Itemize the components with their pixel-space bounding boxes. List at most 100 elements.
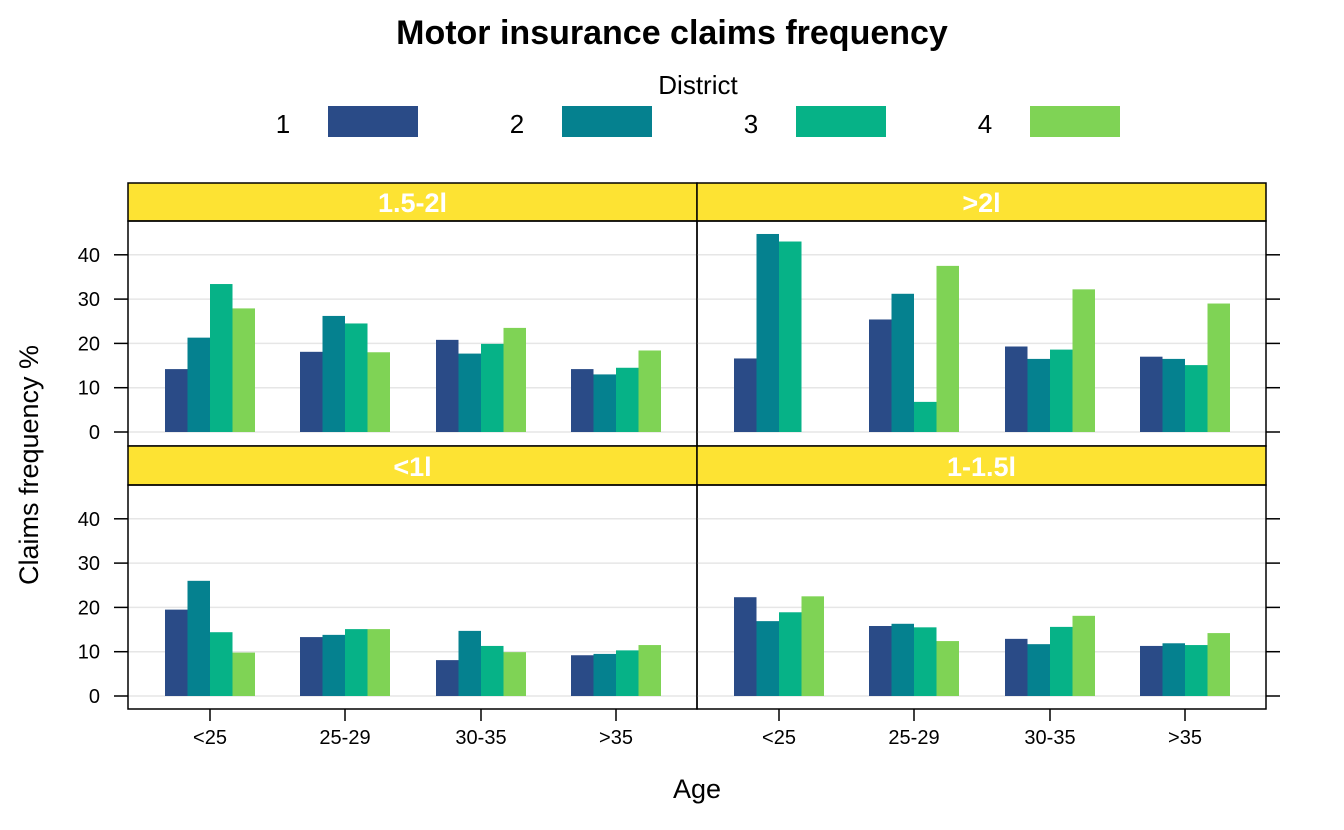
bar-1.5_2l->35-d1 (571, 369, 594, 432)
bar-1.5_2l-<25-d4 (232, 308, 255, 432)
bar-1.5_2l-<25-d1 (165, 369, 188, 432)
bar-1_1.5l-30-35-d3 (1050, 626, 1073, 696)
bar-1.5_2l-25-29-d1 (300, 351, 323, 432)
bar-1_1.5l-30-35-d2 (1027, 644, 1050, 696)
chart-title: Motor insurance claims frequency (396, 14, 948, 52)
bar-_2l-30-35-d2 (1027, 358, 1050, 432)
legend-swatch-1 (328, 106, 418, 137)
bar-1.5_2l->35-d4 (638, 350, 661, 432)
panel-_1l: <1l 0 10 20 30 40 <25 25-29 30-35 >35 (78, 445, 698, 749)
bar-1_1.5l-25-29-d4 (936, 641, 959, 696)
legend: 1 2 3 4 (276, 106, 1120, 139)
strip-label-1.5_2l: 1.5-2l (378, 188, 447, 218)
legend-label-1: 1 (276, 109, 290, 139)
y-tick-label-10: 10 (78, 378, 100, 400)
y-tick-label-0: 0 (89, 686, 100, 708)
strip-label-1_1.5l: 1-1.5l (947, 452, 1016, 482)
bar-1.5_2l-30-35-d3 (481, 343, 504, 432)
bar-_1l-30-35-d1 (436, 660, 459, 696)
panel-1.5_2l: 1.5-2l 0 10 20 30 40 (78, 182, 698, 447)
bar-1_1.5l->35-d4 (1207, 633, 1230, 696)
bar-_1l-25-29-d4 (367, 629, 390, 696)
bar-1.5_2l->35-d3 (616, 367, 639, 432)
bar-1.5_2l-25-29-d3 (345, 323, 368, 432)
bar-_2l-25-29-d1 (869, 319, 892, 432)
bar-_2l-30-35-d3 (1050, 349, 1073, 432)
bar-_2l-<25-d1 (734, 358, 757, 432)
y-axis-label: Claims frequency % (14, 345, 44, 585)
bar-1_1.5l-<25-d1 (734, 597, 757, 696)
bar-1.5_2l-30-35-d1 (436, 339, 459, 432)
y-tick-label-30: 30 (78, 553, 100, 575)
y-tick-label-30: 30 (78, 289, 100, 311)
bar-1_1.5l-30-35-d4 (1072, 615, 1095, 696)
bar-_1l->35-d4 (638, 645, 661, 696)
bar-1_1.5l-<25-d4 (801, 596, 824, 696)
bar-_1l-25-29-d1 (300, 637, 323, 696)
y-tick-label-20: 20 (78, 597, 100, 619)
bar-1.5_2l-<25-d3 (210, 284, 233, 432)
strip-1.5_2l (127, 182, 698, 222)
bar-1.5_2l-30-35-d4 (503, 327, 526, 432)
bar-1_1.5l-<25-d2 (756, 621, 779, 696)
y-tick-label-40: 40 (78, 245, 100, 267)
bar-_1l-30-35-d2 (458, 630, 481, 696)
x-tick-label-25-29: 25-29 (319, 727, 370, 749)
bar-_2l->35-d2 (1162, 358, 1185, 432)
y-tick-label-40: 40 (78, 509, 100, 531)
bar-_1l-30-35-d4 (503, 652, 526, 696)
legend-swatch-3 (796, 106, 886, 137)
legend-swatch-4 (1030, 106, 1120, 137)
bar-_1l-<25-d4 (232, 652, 255, 696)
bar-1_1.5l-25-29-d1 (869, 626, 892, 696)
bar-_2l-25-29-d4 (936, 265, 959, 432)
bar-_1l-<25-d2 (187, 580, 210, 696)
bar-_2l->35-d4 (1207, 303, 1230, 432)
legend-title: District (658, 70, 738, 100)
bar-1.5_2l-<25-d2 (187, 337, 210, 432)
x-tick-label->35: >35 (1168, 727, 1202, 749)
x-tick-label-<25: <25 (762, 727, 796, 749)
x-tick-label-30-35: 30-35 (455, 727, 506, 749)
bar-_2l-<25-d2 (756, 233, 779, 432)
bar-1_1.5l->35-d1 (1140, 645, 1163, 696)
x-tick-label-<25: <25 (193, 727, 227, 749)
bar-1_1.5l-25-29-d2 (891, 623, 914, 696)
strip-_1l (127, 445, 698, 486)
y-tick-label-10: 10 (78, 642, 100, 664)
panel-_2l: >2l (696, 182, 1280, 447)
x-tick-label->35: >35 (599, 727, 633, 749)
bar-1_1.5l-25-29-d3 (914, 627, 937, 696)
bar-_1l-30-35-d3 (481, 645, 504, 696)
x-axis-label: Age (673, 774, 721, 804)
bar-1_1.5l-30-35-d1 (1005, 638, 1028, 696)
x-tick-label-30-35: 30-35 (1024, 727, 1075, 749)
y-tick-label-20: 20 (78, 333, 100, 355)
bar-_2l-30-35-d4 (1072, 289, 1095, 432)
bar-_1l-25-29-d3 (345, 629, 368, 696)
legend-swatch-2 (562, 106, 652, 137)
bar-1.5_2l-25-29-d2 (322, 315, 345, 432)
bar-_1l->35-d2 (593, 653, 616, 696)
strip-label-_2l: >2l (962, 188, 1000, 218)
bar-1_1.5l-<25-d3 (779, 612, 802, 696)
legend-label-3: 3 (744, 109, 758, 139)
bar-_2l-<25-d3 (779, 241, 802, 432)
panel-1_1.5l: 1-1.5l <25 25-29 30-35 >35 (696, 445, 1280, 749)
y-tick-label-0: 0 (89, 422, 100, 444)
bar-_2l-30-35-d1 (1005, 346, 1028, 432)
panel-grid: 1.5-2l 0 10 20 30 40 >2l <1l 0 10 20 30 40 <25 25-29 30… (78, 182, 1280, 749)
bar-_1l-<25-d1 (165, 609, 188, 696)
x-tick-label-25-29: 25-29 (888, 727, 939, 749)
bar-_1l->35-d3 (616, 650, 639, 696)
legend-label-2: 2 (510, 109, 524, 139)
bar-1_1.5l->35-d2 (1162, 643, 1185, 696)
bar-1.5_2l-30-35-d2 (458, 353, 481, 432)
bar-_1l-25-29-d2 (322, 634, 345, 696)
bar-1.5_2l-25-29-d4 (367, 352, 390, 432)
bar-_2l-25-29-d3 (914, 401, 937, 432)
bar-_2l->35-d1 (1140, 356, 1163, 432)
bar-_1l-<25-d3 (210, 632, 233, 696)
bar-_1l->35-d1 (571, 655, 594, 696)
